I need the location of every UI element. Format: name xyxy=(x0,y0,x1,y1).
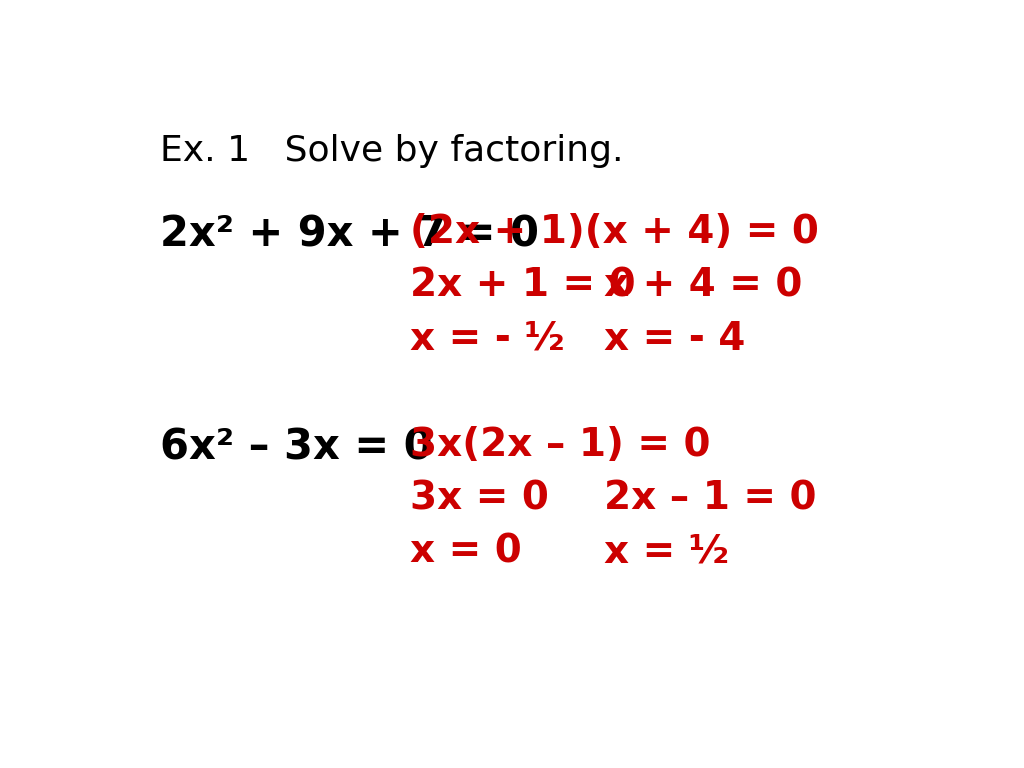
Text: x = 0: x = 0 xyxy=(410,533,521,571)
Text: x = ½: x = ½ xyxy=(604,533,729,571)
Text: Ex. 1   Solve by factoring.: Ex. 1 Solve by factoring. xyxy=(160,134,624,167)
Text: 2x² + 9x + 7 = 0: 2x² + 9x + 7 = 0 xyxy=(160,214,539,256)
Text: 3x = 0: 3x = 0 xyxy=(410,479,549,518)
Text: 3x(2x – 1) = 0: 3x(2x – 1) = 0 xyxy=(410,426,711,465)
Text: x + 4 = 0: x + 4 = 0 xyxy=(604,266,803,305)
Text: 2x + 1 = 0: 2x + 1 = 0 xyxy=(410,266,635,305)
Text: 6x² – 3x = 0: 6x² – 3x = 0 xyxy=(160,426,432,468)
Text: (2x + 1)(x + 4) = 0: (2x + 1)(x + 4) = 0 xyxy=(410,214,818,251)
Text: x = - ½: x = - ½ xyxy=(410,319,564,358)
Text: 2x – 1 = 0: 2x – 1 = 0 xyxy=(604,479,817,518)
Text: x = - 4: x = - 4 xyxy=(604,319,745,358)
